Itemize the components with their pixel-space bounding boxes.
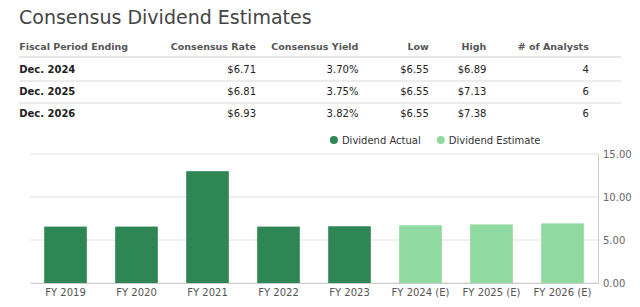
legend-swatch (330, 136, 338, 144)
table-divider (19, 81, 621, 82)
y-tick-label: 0.00 (603, 278, 625, 289)
x-tick: FY 2019 (45, 287, 86, 298)
legend: Dividend Actual Dividend Estimate (330, 135, 541, 146)
table-underline (19, 57, 621, 58)
bar (541, 223, 584, 283)
table-cell: $7.38 (458, 108, 487, 119)
y-tick: 5.00 (598, 235, 625, 246)
table: Fiscal Period Ending Consensus Rate Consen… (19, 41, 621, 119)
title: Consensus Dividend Estimates (19, 6, 312, 28)
table-cell: 6 (582, 108, 588, 119)
bar (186, 171, 229, 283)
bar (328, 226, 371, 283)
x-tick-label: FY 2021 (187, 287, 228, 298)
table-cell: $6.55 (400, 64, 429, 75)
x-tick-label: FY 2024 (E) (392, 287, 450, 298)
table-header: Consensus Rate (171, 41, 256, 52)
x-tick-label: FY 2026 (E) (534, 287, 592, 298)
x-tick: FY 2021 (187, 287, 228, 298)
table-cell: 3.75% (327, 86, 359, 97)
table-header: # of Analysts (518, 41, 589, 52)
bar (470, 224, 513, 283)
y-axis: 0.00 5.00 10.00 15.00 (598, 149, 632, 289)
table-cell: $6.89 (458, 64, 487, 75)
table-header: High (462, 41, 487, 52)
table-header: Fiscal Period Ending (19, 41, 128, 52)
table-cell: 4 (582, 64, 588, 75)
table-cell: 3.82% (327, 108, 359, 119)
x-tick: FY 2020 (116, 287, 157, 298)
y-tick: 10.00 (598, 192, 632, 203)
bar (399, 225, 442, 283)
chart: Consensus Dividend Estimates Fiscal Perio… (0, 0, 640, 307)
table-divider (19, 103, 621, 104)
table-header: Consensus Yield (271, 41, 358, 52)
table-cell: 6 (582, 86, 588, 97)
table-cell: Dec. 2026 (19, 108, 75, 119)
table-cell: $7.13 (458, 86, 487, 97)
x-tick-label: FY 2020 (116, 287, 157, 298)
y-tick-label: 10.00 (603, 192, 632, 203)
legend-swatch (437, 136, 445, 144)
table-cell: 3.70% (327, 64, 359, 75)
x-tick-label: FY 2025 (E) (463, 287, 521, 298)
axis-line (598, 155, 599, 284)
grid-line (30, 197, 598, 198)
table-cell: $6.55 (400, 108, 429, 119)
y-tick: 0.00 (598, 278, 625, 289)
bar (44, 227, 87, 283)
table-cell: $6.81 (227, 86, 256, 97)
table-cell: $6.55 (400, 86, 429, 97)
table-cell: Dec. 2025 (19, 86, 75, 97)
legend-item: Dividend Estimate (437, 135, 541, 146)
grid (30, 154, 598, 283)
grid-line (30, 154, 598, 155)
x-axis: FY 2019 FY 2020 FY 2021 FY 2022 FY 2023 FY 20… (31, 284, 599, 299)
x-tick: FY 2023 (329, 287, 370, 298)
axis-line (31, 283, 599, 284)
x-tick: FY 2022 (258, 287, 299, 298)
table-cell: $6.93 (227, 108, 256, 119)
y-tick: 15.00 (598, 149, 632, 160)
bar (257, 227, 300, 283)
x-tick: FY 2024 (E) (392, 287, 450, 298)
legend-label: Dividend Estimate (449, 135, 541, 146)
x-tick-label: FY 2023 (329, 287, 370, 298)
table-cell: $6.71 (227, 64, 256, 75)
legend-label: Dividend Actual (342, 135, 421, 146)
x-tick: FY 2026 (E) (534, 287, 592, 298)
table-header: Low (407, 41, 429, 52)
y-tick-label: 5.00 (603, 235, 625, 246)
x-tick-label: FY 2019 (45, 287, 86, 298)
x-tick: FY 2025 (E) (463, 287, 521, 298)
table-cell: Dec. 2024 (19, 64, 75, 75)
y-tick-label: 15.00 (603, 149, 632, 160)
legend-item: Dividend Actual (330, 135, 421, 146)
bar (115, 227, 158, 283)
x-tick-label: FY 2022 (258, 287, 299, 298)
bars (44, 171, 584, 283)
